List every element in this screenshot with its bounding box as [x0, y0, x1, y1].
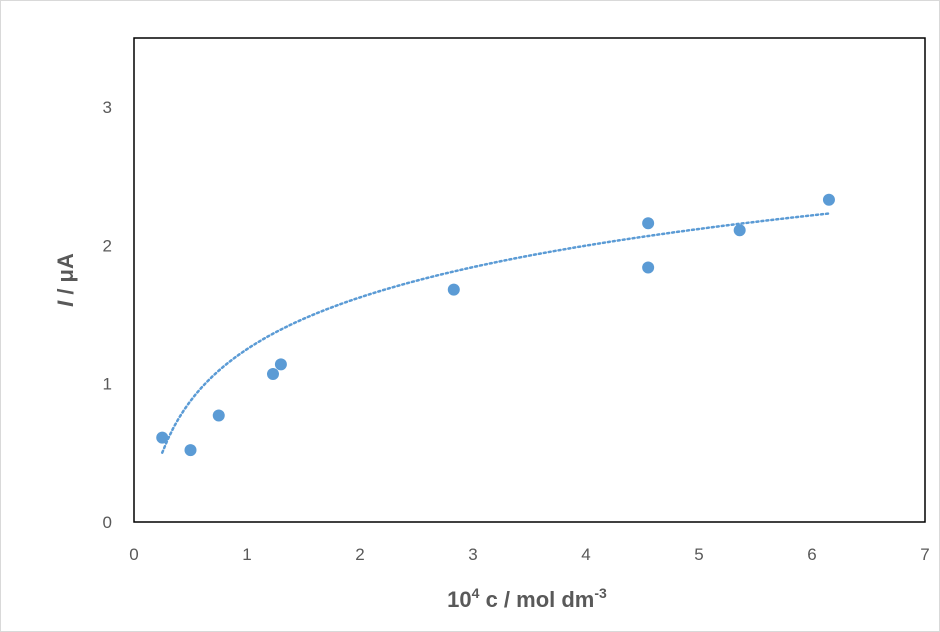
x-tick-label: 2 [355, 545, 364, 564]
x-axis-title-base: 10 [447, 587, 471, 612]
x-tick-label: 7 [920, 545, 929, 564]
y-tick-label: 0 [103, 513, 112, 532]
x-tick-label: 6 [807, 545, 816, 564]
x-tick-label: 1 [242, 545, 251, 564]
x-axis-title: 104 c / mol dm-3 [447, 585, 607, 612]
data-point [266, 368, 279, 381]
data-point [447, 283, 460, 296]
trendline [161, 212, 831, 454]
x-axis-title-exp: 4 [472, 585, 480, 601]
data-point [274, 358, 287, 371]
x-axis-title-rest: c / mol dm [479, 587, 594, 612]
data-point [642, 261, 655, 274]
x-tick-labels: 0 1 2 3 4 5 6 7 [129, 545, 929, 564]
data-point [733, 224, 746, 237]
x-tick-label: 0 [129, 545, 138, 564]
y-tick-label: 1 [103, 375, 112, 394]
y-axis-title: I / μA [53, 253, 78, 307]
data-point [822, 193, 835, 206]
y-tick-label: 3 [103, 98, 112, 117]
data-point [642, 217, 655, 230]
data-point [156, 431, 169, 444]
y-axis-title-rest: / μA [53, 253, 78, 301]
data-point [184, 444, 197, 457]
y-tick-label: 2 [103, 236, 112, 255]
x-tick-label: 4 [581, 545, 590, 564]
y-tick-labels: 0 1 2 3 [103, 98, 112, 532]
x-tick-label: 5 [694, 545, 703, 564]
x-tick-label: 3 [468, 545, 477, 564]
x-axis-title-unit-exp: -3 [594, 585, 607, 601]
plot-area [133, 37, 926, 523]
y-axis-title-var: I [53, 300, 78, 307]
data-point [212, 409, 225, 422]
data-points [156, 193, 835, 457]
